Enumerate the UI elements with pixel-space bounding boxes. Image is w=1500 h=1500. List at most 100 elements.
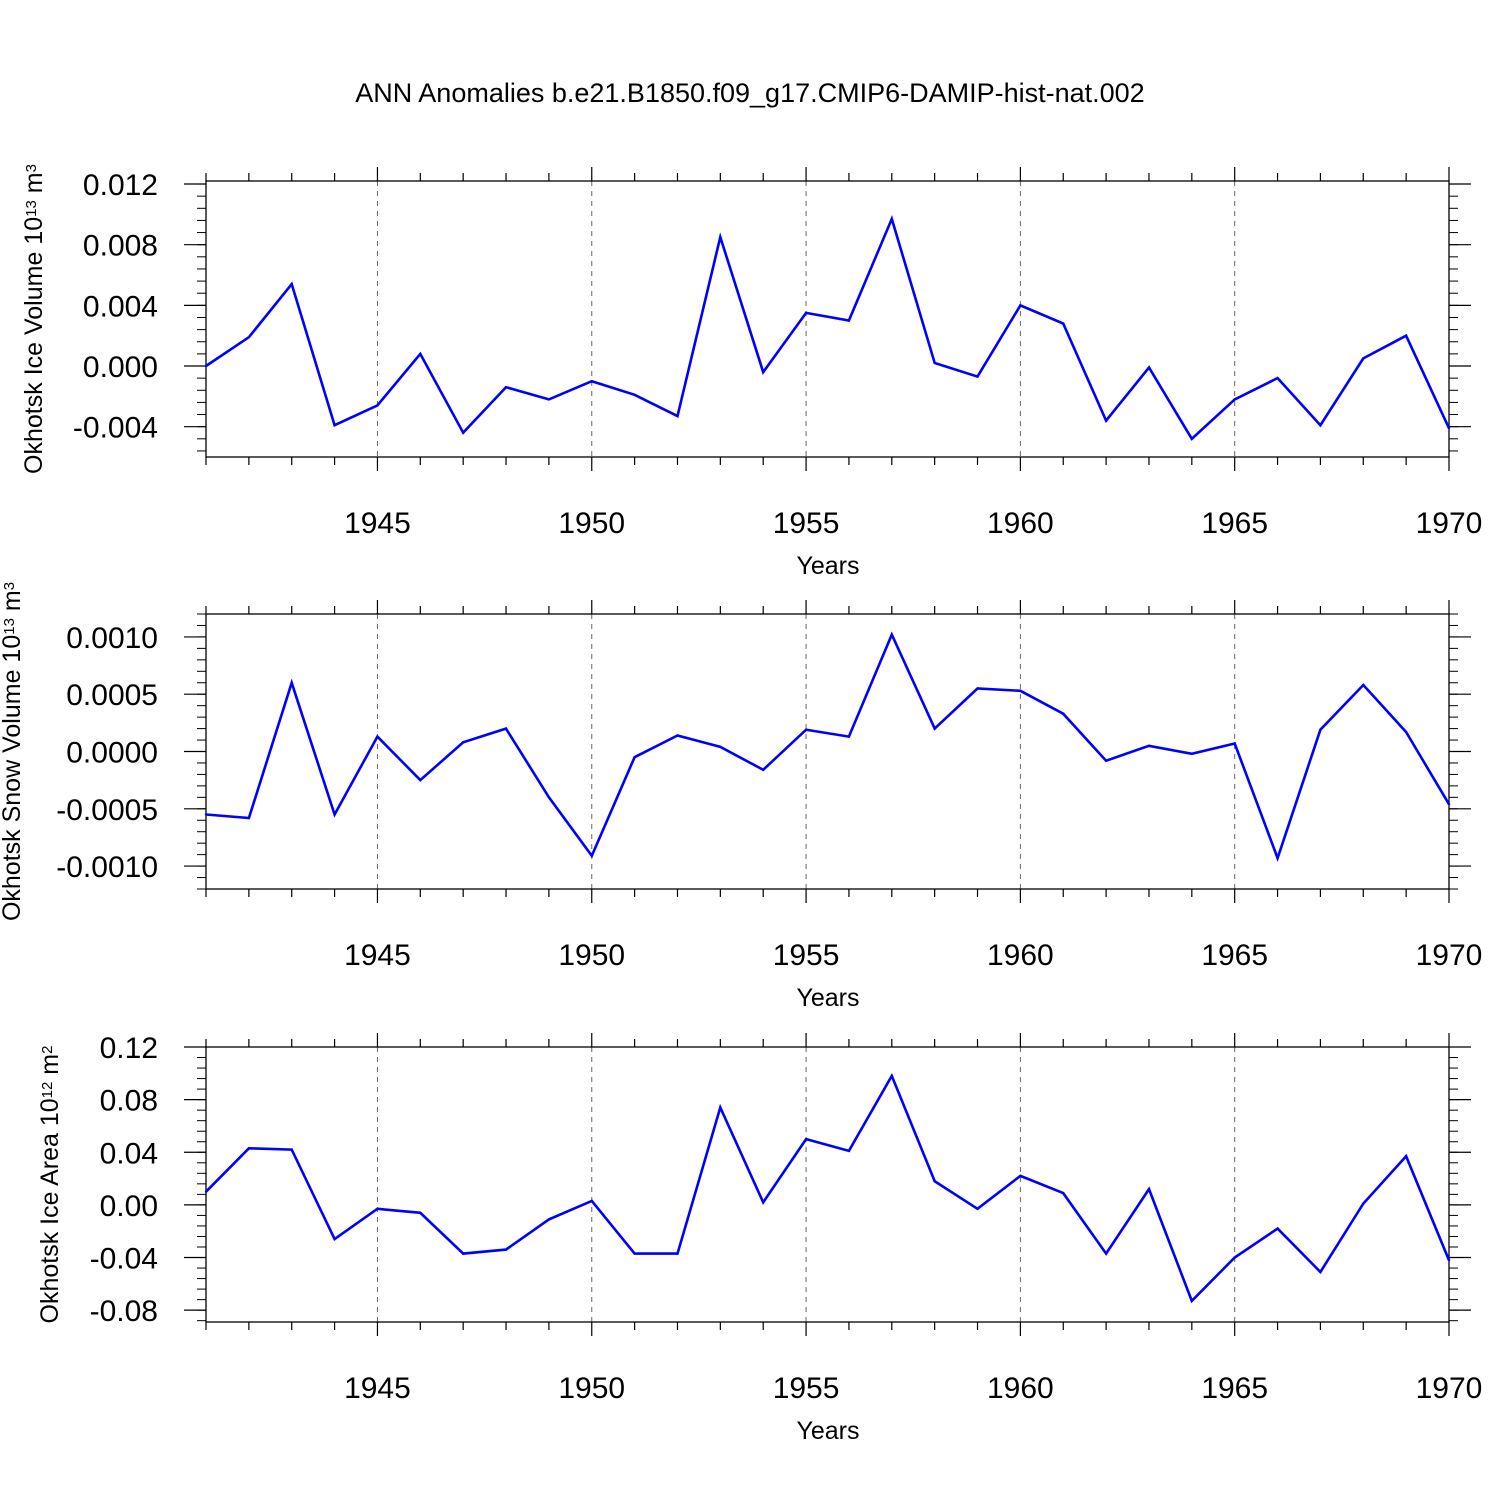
x-tick-label: 1960 bbox=[987, 939, 1054, 972]
data-point bbox=[976, 1207, 979, 1211]
data-point bbox=[419, 352, 422, 356]
data-point bbox=[1233, 742, 1236, 745]
data-point bbox=[1190, 752, 1194, 755]
data-point bbox=[333, 813, 336, 816]
data-point bbox=[976, 375, 979, 378]
x-tick-label: 1965 bbox=[1201, 507, 1268, 540]
y-tick-label: -0.0005 bbox=[56, 794, 158, 827]
data-point bbox=[504, 386, 508, 389]
y-tick-label: -0.04 bbox=[90, 1243, 158, 1276]
x-tick-label: 1955 bbox=[773, 1372, 840, 1405]
data-point bbox=[504, 727, 508, 730]
data-point bbox=[547, 796, 551, 799]
data-point bbox=[590, 379, 593, 383]
data-point bbox=[933, 1180, 936, 1183]
data-point bbox=[461, 1252, 465, 1255]
data-point bbox=[247, 1147, 251, 1150]
data-point bbox=[204, 364, 208, 368]
data-point bbox=[504, 1248, 508, 1251]
data-point bbox=[1447, 1258, 1451, 1262]
y-tick-label: 0.000 bbox=[83, 351, 158, 384]
chart-title: ANN Anomalies b.e21.B1850.f09_g17.CMIP6-… bbox=[355, 78, 1145, 108]
series-line bbox=[205, 215, 1451, 441]
data-point bbox=[890, 1074, 893, 1078]
data-point bbox=[1104, 1252, 1108, 1255]
data-point bbox=[1404, 1155, 1408, 1158]
data-point bbox=[762, 370, 765, 374]
data-point bbox=[1062, 322, 1065, 325]
data-point bbox=[847, 319, 851, 322]
y-tick-label: 0.12 bbox=[100, 1032, 158, 1065]
data-point bbox=[976, 687, 979, 690]
data-point bbox=[290, 681, 293, 684]
data-point bbox=[590, 1199, 593, 1203]
data-point bbox=[461, 741, 465, 744]
x-tick-label: 1955 bbox=[773, 939, 840, 972]
data-point bbox=[762, 768, 765, 772]
data-point bbox=[1147, 366, 1151, 369]
panel-3: -0.08 -0.04 0.00 0.04 0.08 0.12 1945 1950 1955 19… bbox=[36, 1032, 1482, 1445]
data-point bbox=[1190, 437, 1194, 441]
data-point bbox=[1019, 689, 1022, 692]
data-point bbox=[290, 1148, 293, 1151]
x-tick-label: 1950 bbox=[558, 507, 625, 540]
data-point bbox=[1062, 1191, 1065, 1195]
data-point bbox=[676, 734, 679, 737]
plot-frame bbox=[205, 180, 1450, 458]
x-tick-label: 1950 bbox=[558, 1372, 625, 1405]
data-point bbox=[933, 361, 936, 365]
data-point bbox=[1319, 728, 1322, 731]
x-tick-label: 1970 bbox=[1416, 939, 1483, 972]
data-point bbox=[204, 813, 208, 816]
data-point bbox=[247, 816, 251, 820]
data-point bbox=[1447, 803, 1451, 806]
x-axis-label: Years bbox=[796, 552, 859, 580]
data-point bbox=[333, 423, 336, 427]
plot-frame bbox=[205, 1046, 1450, 1323]
data-point bbox=[1319, 423, 1322, 427]
y-tick-label: 0.00 bbox=[100, 1190, 158, 1223]
x-tick-label: 1945 bbox=[344, 507, 411, 540]
data-point bbox=[933, 727, 936, 730]
data-point bbox=[547, 1218, 551, 1221]
y-tick-label: -0.0010 bbox=[56, 851, 158, 884]
data-point bbox=[633, 393, 636, 397]
y-tick-label: 0.004 bbox=[83, 290, 158, 323]
data-point bbox=[804, 728, 808, 731]
data-point bbox=[676, 414, 679, 418]
x-axis-label: Years bbox=[796, 1417, 859, 1445]
data-point bbox=[1362, 683, 1365, 687]
data-point bbox=[290, 282, 293, 286]
x-tick-label: 1955 bbox=[773, 507, 840, 540]
data-point bbox=[719, 745, 722, 749]
panel-1: -0.004 0.000 0.004 0.008 0.012 1945 1950 1955 19… bbox=[20, 164, 1482, 580]
y-tick-label: 0.012 bbox=[83, 169, 158, 202]
data-point bbox=[1019, 304, 1022, 307]
data-point bbox=[376, 735, 379, 738]
data-point bbox=[590, 854, 593, 857]
data-point bbox=[847, 735, 851, 738]
data-point bbox=[1019, 1174, 1022, 1178]
x-tick-label: 1945 bbox=[344, 939, 411, 972]
data-point bbox=[1233, 398, 1236, 401]
data-point bbox=[719, 1106, 722, 1109]
data-point bbox=[1062, 712, 1065, 715]
data-point bbox=[1319, 1270, 1322, 1274]
data-point bbox=[376, 1207, 379, 1211]
data-point bbox=[1190, 1299, 1194, 1303]
x-tick-label: 1950 bbox=[558, 939, 625, 972]
data-point bbox=[247, 335, 251, 339]
data-point bbox=[804, 311, 808, 315]
series-line bbox=[205, 631, 1451, 862]
data-point bbox=[1362, 357, 1365, 360]
data-point bbox=[719, 235, 722, 239]
data-point bbox=[376, 404, 379, 407]
data-point bbox=[1404, 334, 1408, 337]
data-point bbox=[547, 398, 551, 401]
y-tick-label: 0.04 bbox=[100, 1137, 158, 1170]
data-point bbox=[804, 1137, 808, 1141]
y-tick-label: -0.004 bbox=[73, 412, 158, 445]
data-point bbox=[1362, 1202, 1365, 1205]
y-axis-label: Okhotsk Ice Area 1012 m2 bbox=[36, 1046, 64, 1324]
